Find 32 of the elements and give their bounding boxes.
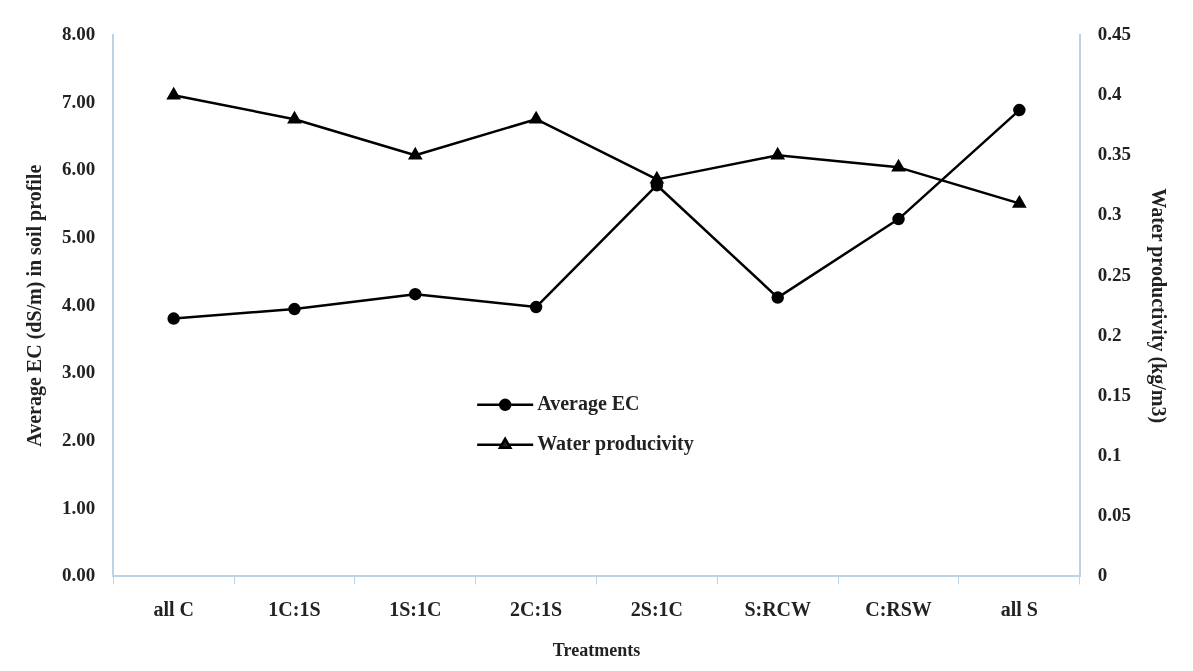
y2-tick-label: 0.2 — [1097, 323, 1122, 345]
y2-tick-label: 0.3 — [1097, 203, 1122, 225]
y2-axis-title: Water productivity (kg/m3) — [1146, 188, 1170, 424]
x-tick-label: all S — [1000, 597, 1038, 620]
y-tick-label: 7.00 — [62, 90, 96, 112]
y2-tick-label: 0.1 — [1097, 444, 1122, 465]
legend-label: Average EC — [537, 391, 640, 415]
x-tick-label: all C — [153, 597, 194, 620]
y2-tick-label: 0.4 — [1097, 83, 1122, 105]
y-tick-label: 2.00 — [62, 428, 96, 450]
y2-tick-label: 0.15 — [1097, 383, 1131, 405]
x-tick-label: 2C:1S — [509, 597, 563, 620]
y-tick-label: 0.00 — [62, 564, 96, 586]
y-tick-label: 6.00 — [62, 158, 96, 180]
y2-tick-label: 0.45 — [1097, 22, 1131, 44]
y-tick-label: 1.00 — [62, 496, 96, 518]
x-axis-title: Treatments — [552, 639, 641, 660]
legend-label: Water producivity — [537, 431, 694, 455]
y-tick-label: 4.00 — [62, 293, 96, 315]
x-tick-label: C:RSW — [865, 597, 932, 620]
y-tick-label: 8.00 — [62, 22, 96, 44]
y2-tick-label: 0 — [1097, 564, 1108, 586]
y-axis-title: Average EC (dS/m) in soil profile — [23, 164, 47, 447]
x-tick-label: 1C:1S — [268, 597, 321, 620]
x-tick-label: S:RCW — [744, 597, 812, 620]
x-tick-label: 2S:1C — [630, 597, 684, 620]
y2-tick-label: 0.05 — [1097, 504, 1131, 526]
y-tick-label: 5.00 — [62, 225, 96, 247]
y-tick-label: 3.00 — [62, 361, 96, 383]
y2-tick-label: 0.35 — [1097, 143, 1131, 165]
x-tick-label: 1S:1C — [389, 597, 442, 620]
y2-tick-label: 0.25 — [1097, 263, 1131, 285]
